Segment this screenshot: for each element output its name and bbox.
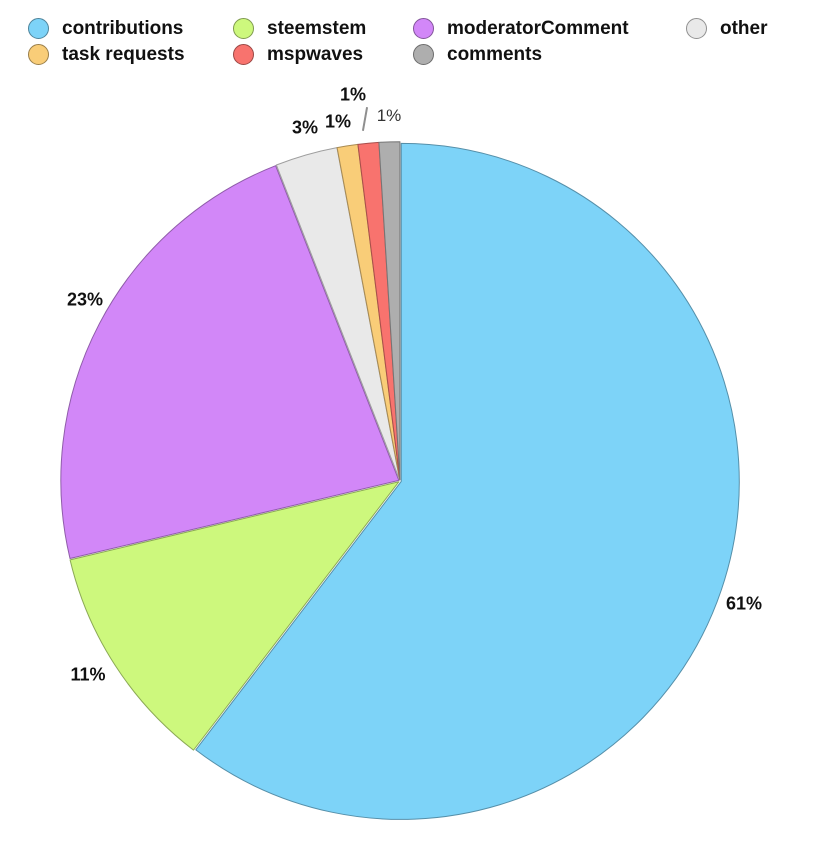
legend-item-task-requests[interactable]: task requests: [28, 43, 185, 66]
legend-color-marker: [413, 44, 434, 65]
legend-label: comments: [447, 44, 543, 65]
pie-slice-comments[interactable]: [378, 141, 401, 481]
legend-color-marker: [413, 18, 434, 39]
legend: contributions task requests steemstem mspwa…: [0, 0, 814, 80]
legend-label: contributions: [62, 18, 184, 39]
legend-label: steemstem: [267, 18, 367, 39]
legend-color-marker: [28, 18, 49, 39]
legend-label: mspwaves: [267, 44, 364, 65]
legend-item-mspwaves[interactable]: mspwaves: [233, 43, 363, 66]
legend-color-marker: [28, 44, 49, 65]
pie-slice-steemstem[interactable]: [69, 481, 400, 751]
legend-item-steemstem[interactable]: steemstem: [233, 17, 366, 40]
legend-label: moderatorComment: [447, 18, 629, 39]
legend-label: task requests: [62, 44, 185, 65]
pie-slice-contributions[interactable]: [195, 142, 740, 820]
legend-color-marker: [233, 44, 254, 65]
legend-item-comments[interactable]: comments: [413, 43, 542, 66]
legend-item-other[interactable]: other: [686, 17, 768, 40]
legend-item-contributions[interactable]: contributions: [28, 17, 183, 40]
legend-color-marker: [233, 18, 254, 39]
legend-color-marker: [686, 18, 707, 39]
pie-slice-moderatorcomment[interactable]: [60, 165, 400, 560]
legend-label: other: [720, 18, 768, 39]
legend-item-moderatorcomment[interactable]: moderatorComment: [413, 17, 629, 40]
